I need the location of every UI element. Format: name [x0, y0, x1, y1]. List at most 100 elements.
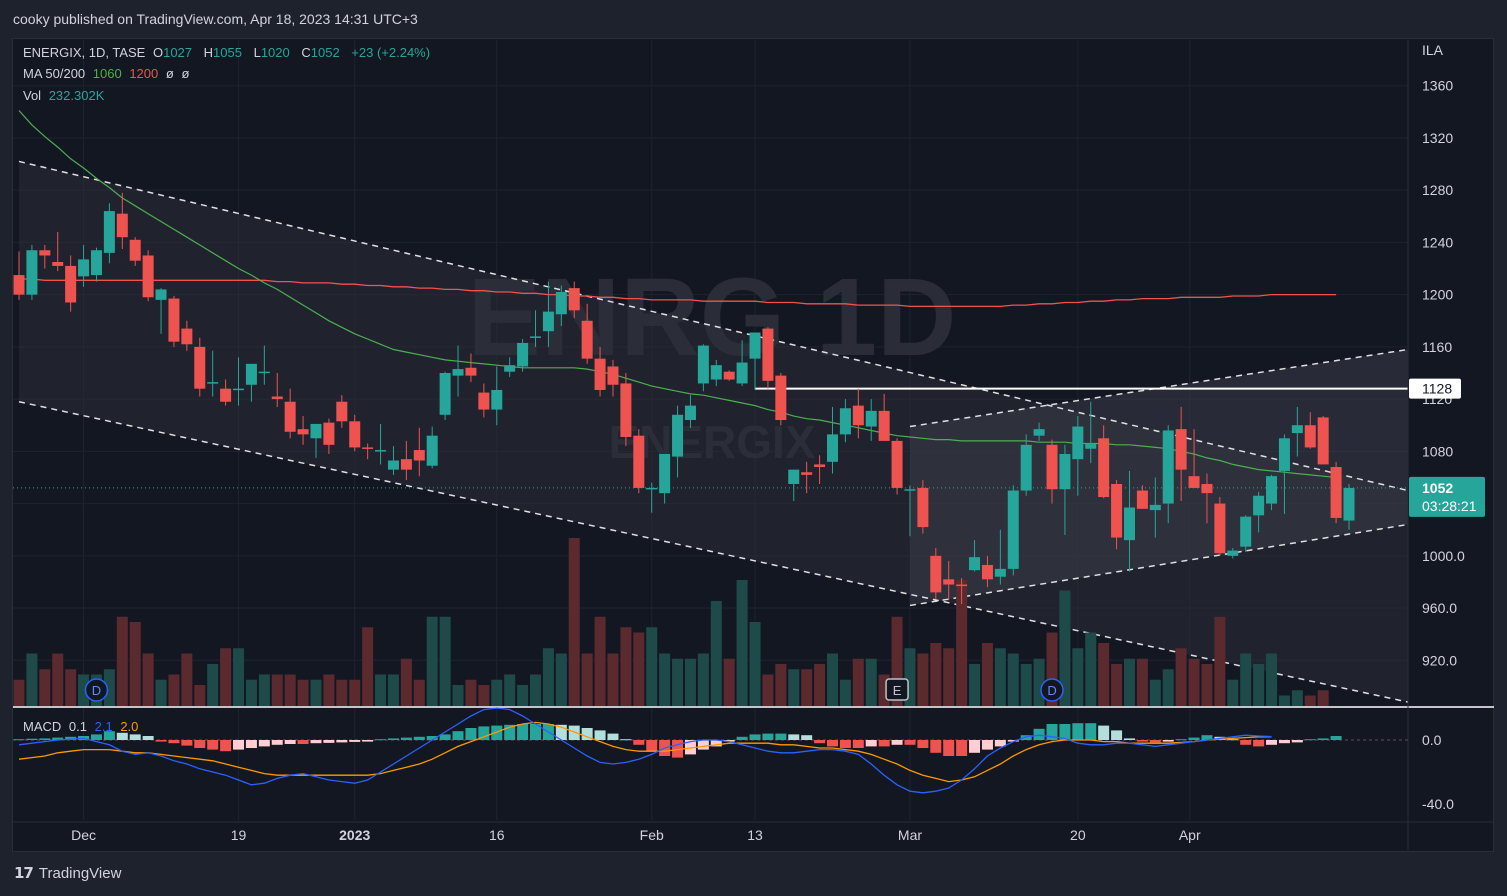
macd-hist-bar — [452, 731, 464, 740]
macd-hist-bar — [220, 740, 232, 752]
close-value: 1052 — [310, 45, 340, 60]
volume-bar — [1291, 690, 1303, 706]
macd-hist-bar — [207, 740, 219, 750]
volume-bar — [452, 685, 464, 706]
volume-bar — [865, 658, 877, 706]
macd-hist-bar — [194, 740, 206, 748]
macd-hist-bar — [362, 740, 374, 742]
price-tick-label: 1240 — [1422, 234, 1453, 250]
symbol-legend: ENERGIX, 1D, TASE O1027 H1055 L1020 C105… — [23, 45, 434, 61]
macd-hist-bar — [26, 738, 38, 740]
volume-bar — [1085, 632, 1097, 706]
candle — [839, 399, 851, 443]
candle — [1046, 439, 1058, 504]
time-tick-label: Feb — [640, 827, 664, 843]
macd-hist-bar — [1291, 740, 1303, 743]
volume-bar — [26, 653, 38, 706]
candle-body — [1123, 507, 1135, 541]
candle-body — [788, 469, 800, 484]
volume-bar — [775, 664, 787, 706]
candle-body — [297, 429, 309, 435]
tradingview-logo-icon: 𝟭𝟳 — [14, 865, 34, 882]
macd-hist-bar — [1123, 738, 1135, 740]
candle-body — [646, 487, 658, 490]
volume-bar — [245, 679, 257, 706]
volume-bar — [1033, 658, 1045, 706]
volume-bar — [465, 679, 477, 706]
macd-legend: MACD 0.1 2.1 2.0 — [23, 719, 142, 735]
candle — [1085, 401, 1097, 464]
candle-body — [1020, 444, 1032, 491]
candle — [1072, 416, 1084, 496]
volume-bar — [994, 648, 1006, 706]
macd-hist-bar — [981, 740, 993, 750]
tradingview-footer[interactable]: 𝟭𝟳 TradingView — [14, 864, 121, 883]
candle-body — [672, 414, 684, 457]
candle-body — [1266, 476, 1278, 504]
candle — [1136, 485, 1148, 509]
macd-label: MACD — [23, 719, 62, 734]
macd-hist-bar — [581, 728, 593, 740]
candle — [814, 455, 826, 484]
volume-bar — [504, 674, 516, 706]
volume-bar — [478, 685, 490, 706]
candle-body — [504, 365, 516, 372]
current-price-label: 1052 03:28:21 — [1409, 476, 1485, 517]
candle-body — [39, 250, 51, 256]
candle-body — [142, 255, 154, 298]
candle-body — [52, 262, 64, 266]
candle-body — [362, 447, 374, 449]
candle — [323, 418, 335, 454]
candle-body — [568, 288, 580, 311]
candle-body — [426, 435, 438, 466]
macd-hist-bar — [1085, 723, 1097, 740]
macd-hist-bar — [672, 740, 684, 758]
macd-hist-bar — [633, 740, 645, 745]
candle — [310, 423, 322, 458]
macd-line-value: 2.1 — [94, 719, 113, 734]
candle-body — [284, 401, 296, 432]
candle — [194, 337, 206, 397]
candle — [297, 416, 309, 445]
candle-body — [387, 460, 399, 470]
macd-hist-bar — [930, 740, 942, 753]
price-tick-label: 1000.0 — [1422, 548, 1465, 564]
volume-bar — [1188, 658, 1200, 706]
candle — [969, 540, 981, 572]
macd-hist-bar — [1046, 724, 1058, 740]
candle-body — [375, 450, 387, 452]
candle — [672, 405, 684, 478]
candle-body — [865, 410, 877, 427]
candle — [504, 357, 516, 377]
candle — [90, 247, 102, 282]
volume-bar — [568, 538, 580, 706]
volume-bar — [491, 679, 503, 706]
candle — [1059, 444, 1071, 535]
candle — [710, 359, 722, 387]
candle — [52, 231, 64, 272]
volume-bar — [439, 616, 451, 706]
marker-label: E — [893, 683, 902, 698]
high-label: H — [203, 45, 214, 60]
candle-body — [310, 423, 322, 439]
earnings-marker: E — [885, 678, 909, 701]
macd-hist-bar — [39, 738, 51, 740]
macd-hist-bar — [826, 740, 838, 747]
macd-tick-label: 0.0 — [1422, 732, 1442, 748]
time-tick-label: 13 — [747, 827, 763, 843]
candle — [620, 373, 632, 447]
candle — [1162, 425, 1174, 524]
candle — [581, 303, 593, 364]
candle-body — [904, 489, 916, 491]
candle — [697, 344, 709, 392]
candle-body — [1188, 476, 1200, 488]
volume-bar — [336, 679, 348, 706]
macd-hist-bar — [788, 734, 800, 740]
candle-body — [891, 440, 903, 488]
candle — [904, 485, 916, 537]
ascending-channel-lower — [909, 523, 1409, 607]
macd-signal-value: 2.0 — [120, 719, 139, 734]
volume-bar — [129, 622, 141, 706]
volume-bar — [852, 658, 864, 706]
